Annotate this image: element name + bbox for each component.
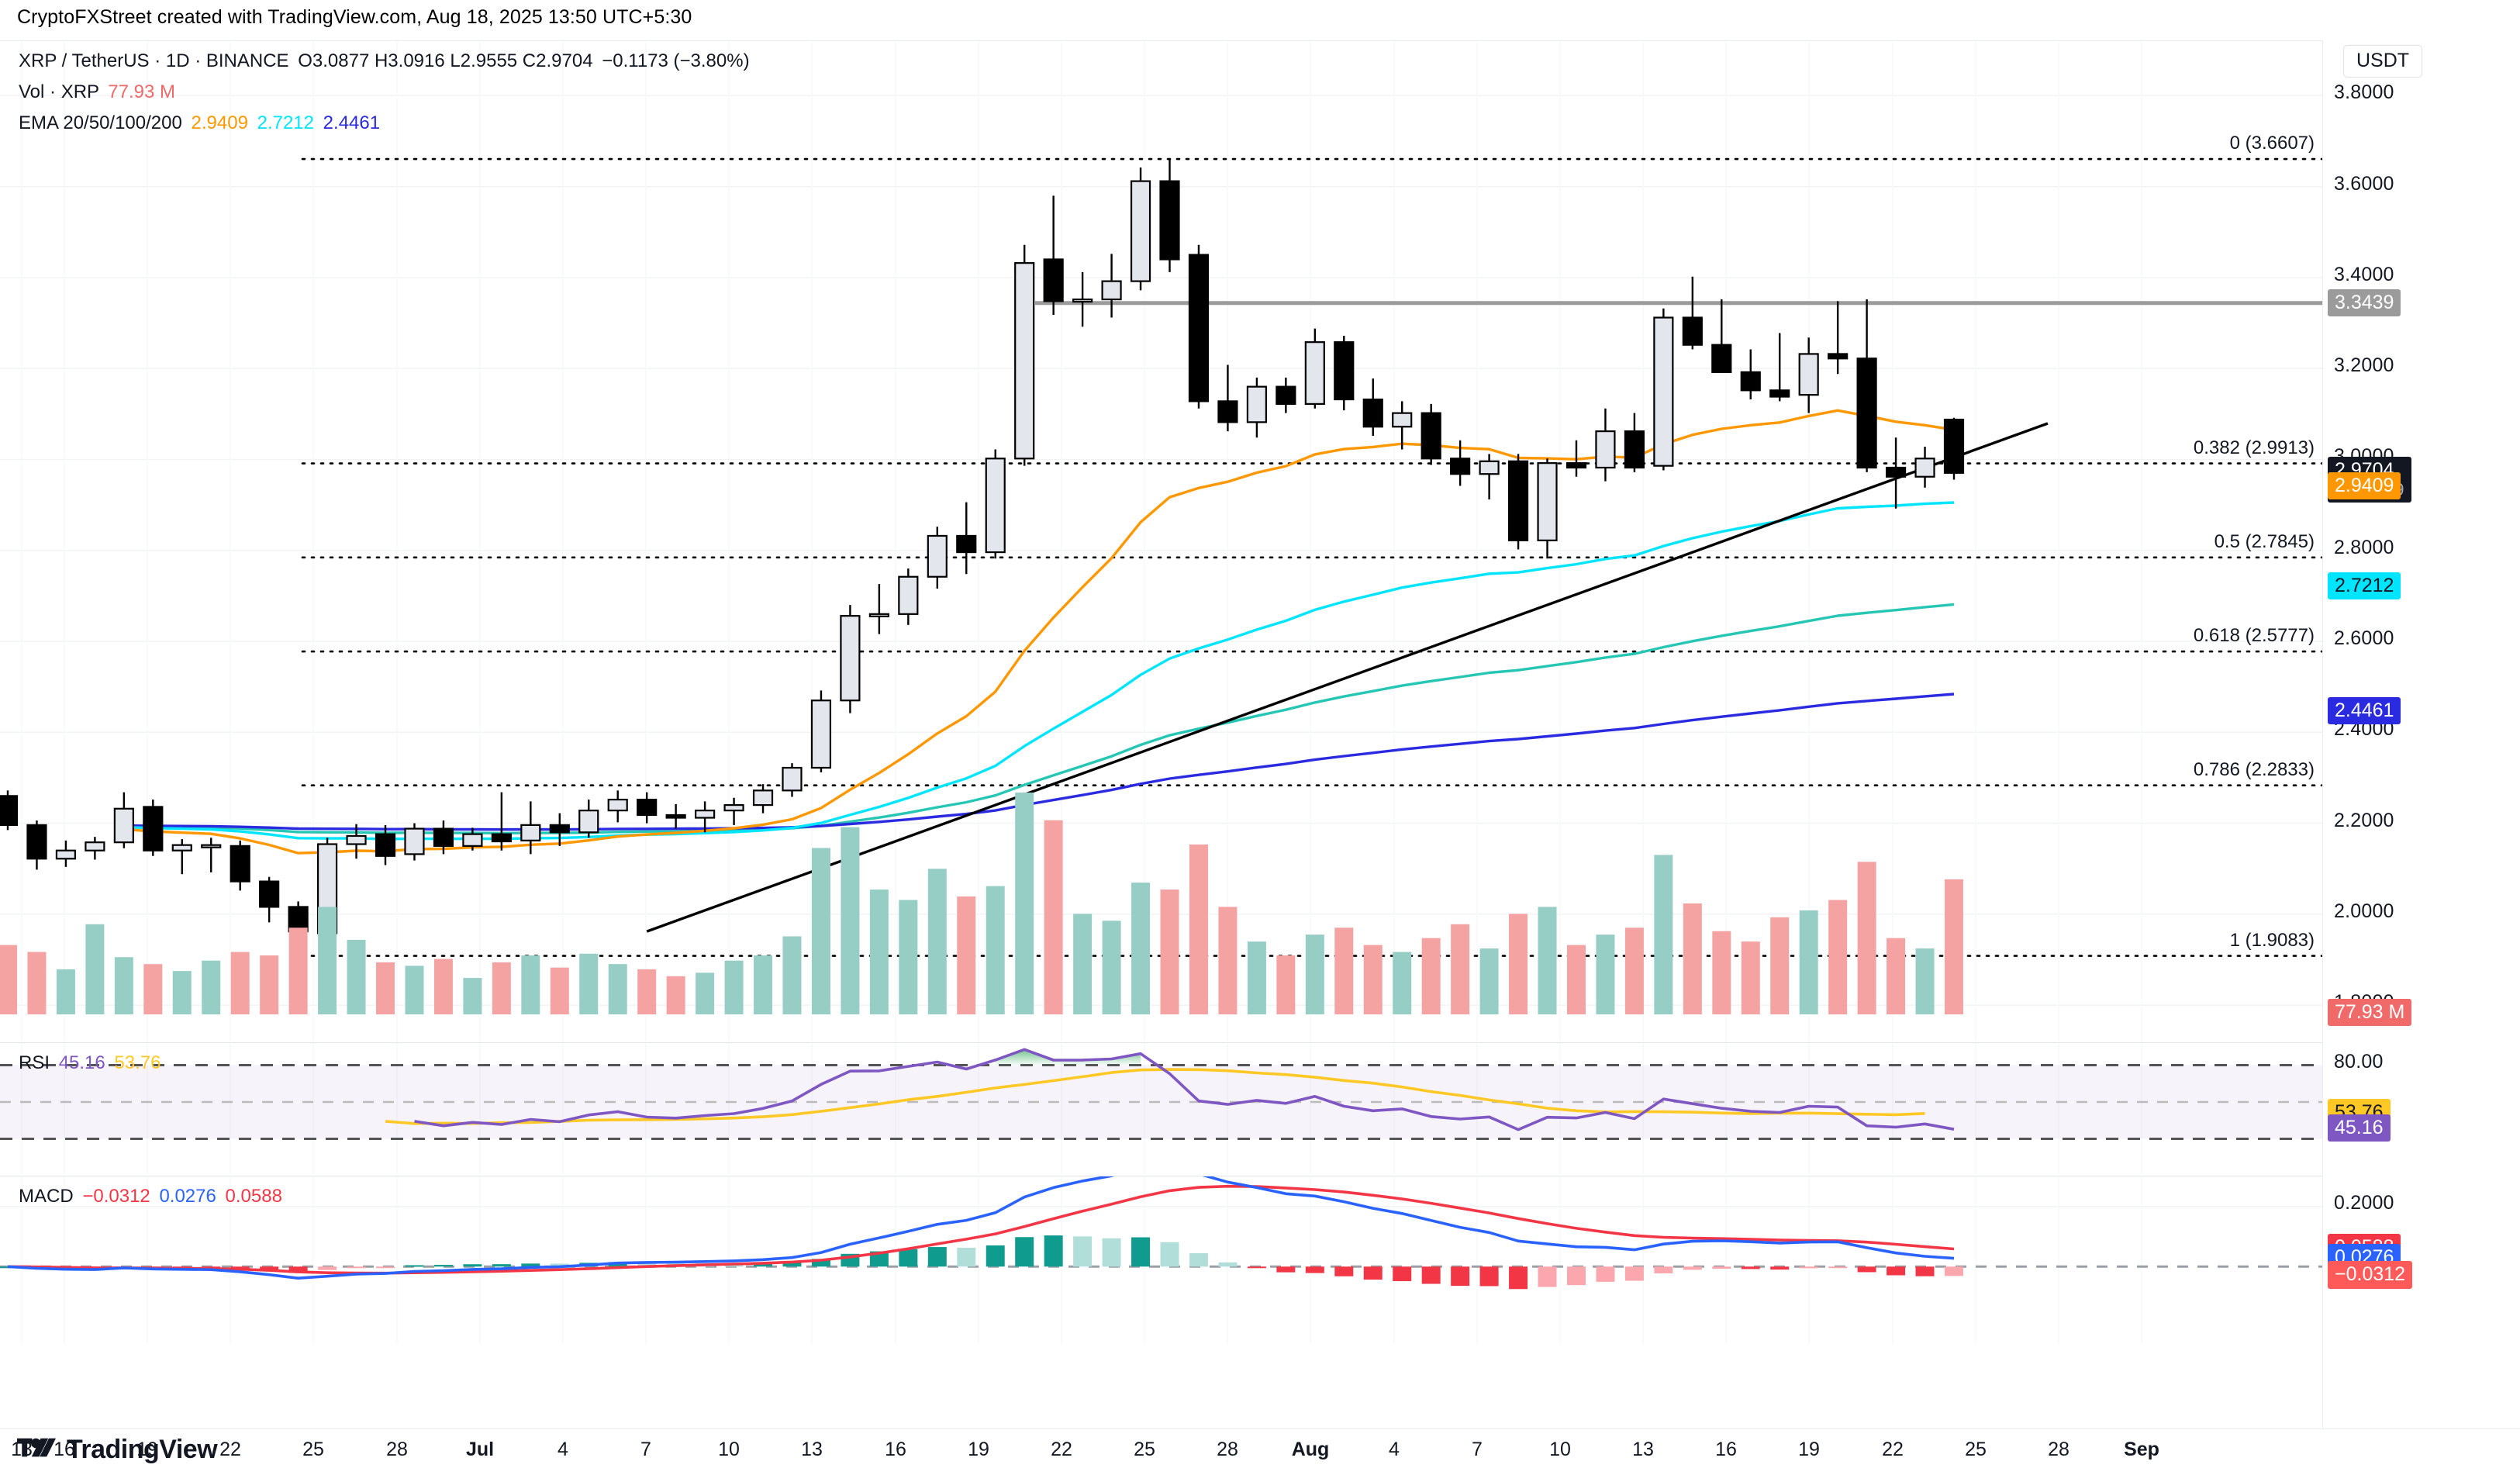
price-axis-tick: 2.2000 <box>2334 809 2394 831</box>
change-value: −0.1173 (−3.80%) <box>602 50 750 71</box>
time-axis-tick: 28 <box>1217 1439 1238 1460</box>
rsi-plot[interactable] <box>0 1043 2322 1175</box>
axis-badge-macd-hist[interactable]: −0.0312 <box>2328 1261 2413 1289</box>
time-axis-tick: Jul <box>465 1439 495 1460</box>
rsi-axis-tick: 80.00 <box>2334 1050 2384 1073</box>
time-axis-tick: 7 <box>1472 1439 1483 1460</box>
ohlc-values: O3.0877 H3.0916 L2.9555 C2.9704 <box>298 50 593 71</box>
price-axis[interactable]: USDT 3.80003.60003.40003.20003.00002.800… <box>2322 40 2520 1428</box>
time-axis-tick: 28 <box>386 1439 408 1460</box>
price-plot[interactable] <box>0 41 2322 1041</box>
time-axis-tick: 4 <box>1389 1439 1400 1460</box>
volume-value: 77.93 M <box>108 81 175 102</box>
macd-hist-value: −0.0312 <box>82 1186 150 1207</box>
time-axis-tick: 22 <box>219 1439 241 1460</box>
fib-level-label: 0.5 (2.7845) <box>2214 530 2315 552</box>
fib-level-label: 0.618 (2.5777) <box>2193 625 2315 647</box>
axis-badge-ema20[interactable]: 2.9409 <box>2328 472 2401 500</box>
symbol-label[interactable]: XRP / TetherUS · 1D · BINANCE <box>19 50 289 71</box>
axis-badge-ema200[interactable]: 2.4461 <box>2328 697 2401 725</box>
time-axis-tick: 25 <box>1965 1439 1987 1460</box>
macd-label[interactable]: MACD <box>19 1186 74 1207</box>
price-axis-tick: 2.8000 <box>2334 536 2394 558</box>
time-axis-tick: 19 <box>1798 1439 1820 1460</box>
macd-legend: MACD −0.0312 0.0276 0.0588 <box>19 1186 282 1207</box>
rsi-ma-value: 53.76 <box>114 1052 161 1073</box>
currency-chip[interactable]: USDT <box>2343 45 2423 78</box>
price-axis-tick: 3.6000 <box>2334 172 2394 195</box>
macd-line-value: 0.0276 <box>159 1186 216 1207</box>
price-axis-tick: 2.0000 <box>2334 900 2394 922</box>
rsi-pane[interactable]: RSI 45.16 53.76 <box>0 1042 2322 1175</box>
fib-level-label: 1 (1.9083) <box>2229 929 2315 951</box>
time-axis-tick: Aug <box>1291 1439 1330 1460</box>
ema200-value: 2.4461 <box>323 112 381 133</box>
time-axis-tick: 10 <box>1549 1439 1571 1460</box>
time-axis-tick: 13 <box>1632 1439 1654 1460</box>
fib-level-label: 0.786 (2.2833) <box>2193 758 2315 780</box>
rsi-label[interactable]: RSI <box>19 1052 50 1073</box>
macd-pane[interactable]: MACD −0.0312 0.0276 0.0588 <box>0 1176 2322 1344</box>
rsi-canvas <box>0 1043 2322 1175</box>
time-axis-tick: 10 <box>718 1439 740 1460</box>
ema50-value: 2.7212 <box>257 112 314 133</box>
price-axis-tick: 3.2000 <box>2334 354 2394 377</box>
axis-badge-ema50[interactable]: 2.7212 <box>2328 572 2401 600</box>
time-axis-tick: 25 <box>1134 1439 1155 1460</box>
time-axis-tick: 22 <box>1051 1439 1072 1460</box>
tradingview-logo[interactable]: TradingView <box>17 1435 218 1465</box>
macd-axis-tick: 0.2000 <box>2334 1191 2394 1214</box>
price-pane[interactable]: XRP / TetherUS · 1D · BINANCE O3.0877 H3… <box>0 41 2322 1041</box>
time-axis-tick: 16 <box>54 1439 75 1460</box>
time-axis-tick: 19 <box>136 1439 158 1460</box>
price-axis-tick: 3.8000 <box>2334 81 2394 104</box>
price-axis-tick: 2.6000 <box>2334 627 2394 649</box>
time-axis-tick: 13 <box>801 1439 823 1460</box>
price-legend: XRP / TetherUS · 1D · BINANCE O3.0877 H3… <box>19 50 750 72</box>
time-axis[interactable]: 13 16 19 22 25 28 Jul 4 7 10 13 16 19 22 25 28 Aug 4 7 10 13… <box>0 1428 2520 1475</box>
price-axis-tick: 3.4000 <box>2334 263 2394 285</box>
time-axis-tick: 4 <box>558 1439 568 1460</box>
rsi-value: 45.16 <box>58 1052 105 1073</box>
fib-level-label: 0 (3.6607) <box>2229 133 2315 154</box>
rsi-legend: RSI 45.16 53.76 <box>19 1052 161 1074</box>
ema-label[interactable]: EMA 20/50/100/200 <box>19 112 182 133</box>
macd-plot[interactable] <box>0 1176 2322 1344</box>
axis-badge-volume[interactable]: 77.93 M <box>2328 999 2412 1027</box>
fib-level-label: 0.382 (2.9913) <box>2193 437 2315 458</box>
macd-signal-value: 0.0588 <box>225 1186 282 1207</box>
axis-badge-rsi[interactable]: 45.16 <box>2328 1114 2391 1142</box>
axis-badge-resistance[interactable]: 3.3439 <box>2328 288 2401 317</box>
attribution-text: CryptoFXStreet created with TradingView.… <box>17 6 692 28</box>
time-axis-tick: 16 <box>885 1439 906 1460</box>
time-axis-tick: 25 <box>302 1439 324 1460</box>
volume-label[interactable]: Vol · XRP <box>19 81 99 102</box>
time-axis-tick: Sep <box>2124 1439 2159 1460</box>
ema20-value: 2.9409 <box>191 112 248 133</box>
time-axis-tick: 7 <box>640 1439 651 1460</box>
time-axis-tick: 28 <box>2048 1439 2070 1460</box>
tradingview-mark-icon <box>17 1438 56 1456</box>
macd-canvas <box>0 1176 2322 1344</box>
price-canvas <box>0 41 2322 1041</box>
volume-legend: Vol · XRP 77.93 M <box>19 81 175 103</box>
time-axis-tick: 16 <box>1715 1439 1737 1460</box>
ema-legend: EMA 20/50/100/200 2.9409 2.7212 2.4461 <box>19 112 380 134</box>
time-axis-tick: 22 <box>1882 1439 1904 1460</box>
tradingview-wordmark: TradingView <box>67 1435 218 1464</box>
time-axis-tick: 19 <box>968 1439 989 1460</box>
chart-frame[interactable]: XRP / TetherUS · 1D · BINANCE O3.0877 H3… <box>0 40 2520 1428</box>
